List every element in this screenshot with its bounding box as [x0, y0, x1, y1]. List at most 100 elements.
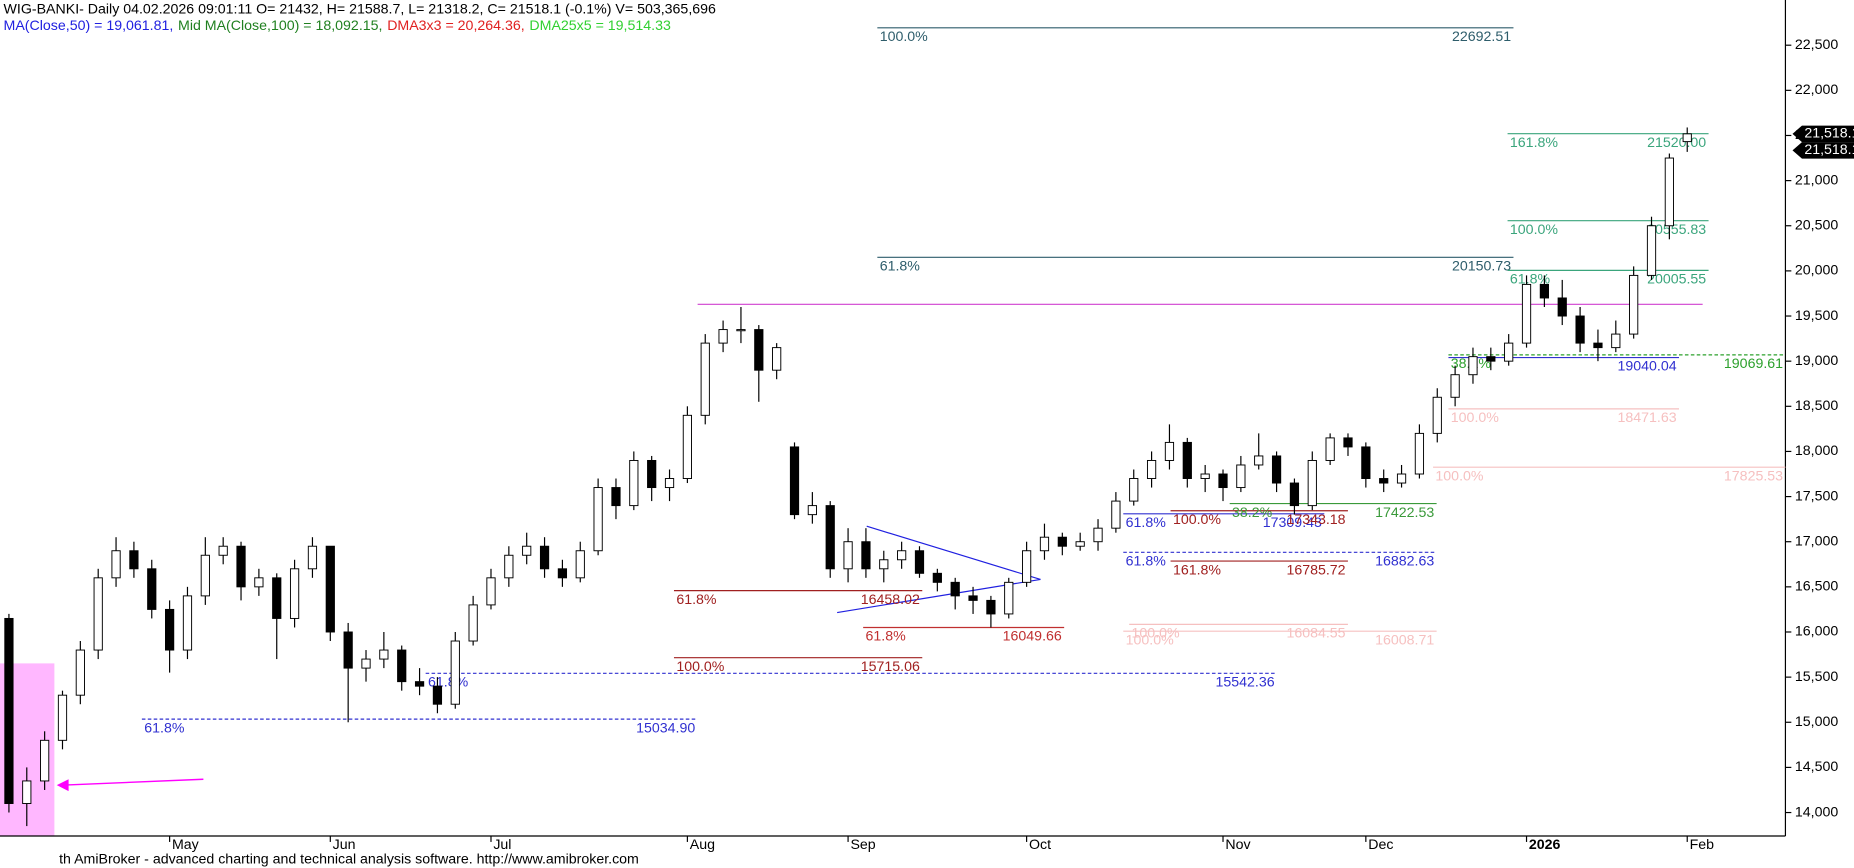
candle-body: [1539, 283, 1550, 299]
candle-body: [1218, 473, 1228, 489]
candle-body: [1129, 478, 1139, 502]
level-price: 16458.02: [861, 592, 920, 608]
candle-body: [1307, 459, 1317, 507]
candle-body: [789, 446, 800, 516]
candle-body: [807, 505, 817, 516]
candle-body: [1039, 536, 1050, 552]
candle-body: [968, 595, 978, 601]
candle-body: [343, 631, 353, 669]
level-pct: 38.2%: [1232, 505, 1273, 521]
candle-body: [57, 694, 68, 741]
y-tick-label: 14,000: [1795, 804, 1838, 820]
candle-body: [1521, 283, 1532, 344]
level-pct: 61.8%: [676, 592, 717, 608]
candle-body: [1646, 225, 1657, 276]
level-price: 15034.90: [636, 720, 695, 736]
candle-body: [629, 459, 639, 507]
candle-body: [1022, 550, 1032, 583]
candle-body: [200, 554, 210, 597]
candle-body: [325, 545, 335, 633]
level-pct: 161.8%: [1510, 135, 1558, 151]
x-tick-label: Sep: [850, 837, 875, 853]
x-tick-label: Oct: [1029, 837, 1051, 853]
candle-body: [289, 568, 300, 619]
candle-body: [1414, 432, 1425, 475]
candle-body: [539, 545, 550, 570]
candle-body: [1075, 541, 1085, 547]
y-tick-label: 22,500: [1795, 37, 1838, 53]
level-pct: 100.0%: [1435, 468, 1483, 484]
candle-body: [611, 487, 621, 507]
candle-body: [468, 604, 478, 642]
candle-body: [843, 541, 853, 570]
level-price: 15715.06: [861, 659, 920, 675]
triangle-line: [866, 525, 1041, 581]
candle-body: [897, 550, 907, 561]
y-tick-label: 17,000: [1795, 533, 1838, 549]
level-price: 17825.53: [1724, 468, 1783, 484]
level-price: 16008.71: [1375, 632, 1434, 648]
candle-body: [1057, 536, 1067, 547]
candle-body: [772, 347, 782, 371]
candle-body: [432, 685, 443, 705]
candle-body: [879, 559, 889, 570]
candle-body: [272, 577, 282, 619]
indicator: DMA25x5 = 19,514.33: [529, 18, 671, 34]
level-price: 17309.43: [1263, 515, 1322, 531]
x-tick-label: Dec: [1368, 837, 1393, 853]
x-tick-label: Aug: [690, 837, 715, 853]
candle-body: [736, 329, 746, 332]
y-tick-label: 15,500: [1795, 669, 1838, 685]
indicator: DMA3x3 = 20,264.36,: [387, 18, 524, 34]
price-marker: [1792, 142, 1854, 159]
candle-body: [1504, 342, 1514, 362]
level-pct: 61.8%: [1126, 515, 1167, 531]
candle-body: [1325, 437, 1335, 461]
candle-body: [1343, 437, 1353, 448]
candle-body: [664, 478, 675, 489]
candle-body: [486, 577, 496, 606]
y-tick-label: 20,500: [1795, 217, 1838, 233]
candle-body: [1289, 482, 1300, 507]
candle-body: [218, 545, 228, 556]
candle-body: [379, 649, 389, 660]
candle-body: [1200, 473, 1210, 479]
y-tick-label: 19,000: [1795, 353, 1838, 369]
candle-body: [450, 640, 460, 705]
level-pct: 100.0%: [1126, 632, 1174, 648]
candle-body: [1468, 356, 1478, 376]
x-tick-label: Feb: [1690, 837, 1715, 853]
arrow-line: [61, 778, 204, 786]
candle-body: [1486, 356, 1496, 362]
level-pct: 61.8%: [144, 720, 185, 736]
x-tick-label: Nov: [1225, 837, 1251, 853]
candle-body: [1611, 333, 1621, 349]
candle-body: [557, 568, 568, 579]
price-marker-label: 21,518.1: [1804, 142, 1854, 158]
candle-body: [4, 617, 14, 804]
y-tick-label: 16,000: [1795, 624, 1838, 640]
y-tick-label: 15,000: [1795, 714, 1838, 730]
level-pct: 161.8%: [1173, 562, 1221, 578]
level-price: 19069.61: [1724, 356, 1783, 372]
level-price: 18471.63: [1618, 410, 1677, 426]
candle-body: [575, 550, 585, 579]
candle-body: [950, 581, 960, 597]
candle-body: [414, 681, 425, 687]
candle-body: [1432, 396, 1442, 434]
y-tick-label: 18,000: [1795, 443, 1838, 459]
candle-body: [1664, 157, 1674, 227]
candle-body: [1004, 581, 1014, 615]
candle-body: [1146, 459, 1157, 479]
candle-body: [361, 658, 371, 669]
candle-body: [1629, 274, 1639, 335]
candle-body: [522, 545, 532, 556]
candle-body: [1164, 441, 1175, 461]
x-tick-label: May: [172, 837, 200, 853]
candle-body: [1575, 315, 1585, 344]
candle-body: [593, 487, 603, 552]
level-pct: 100.0%: [880, 29, 928, 45]
candle-body: [165, 608, 175, 651]
candle-body: [754, 329, 764, 371]
